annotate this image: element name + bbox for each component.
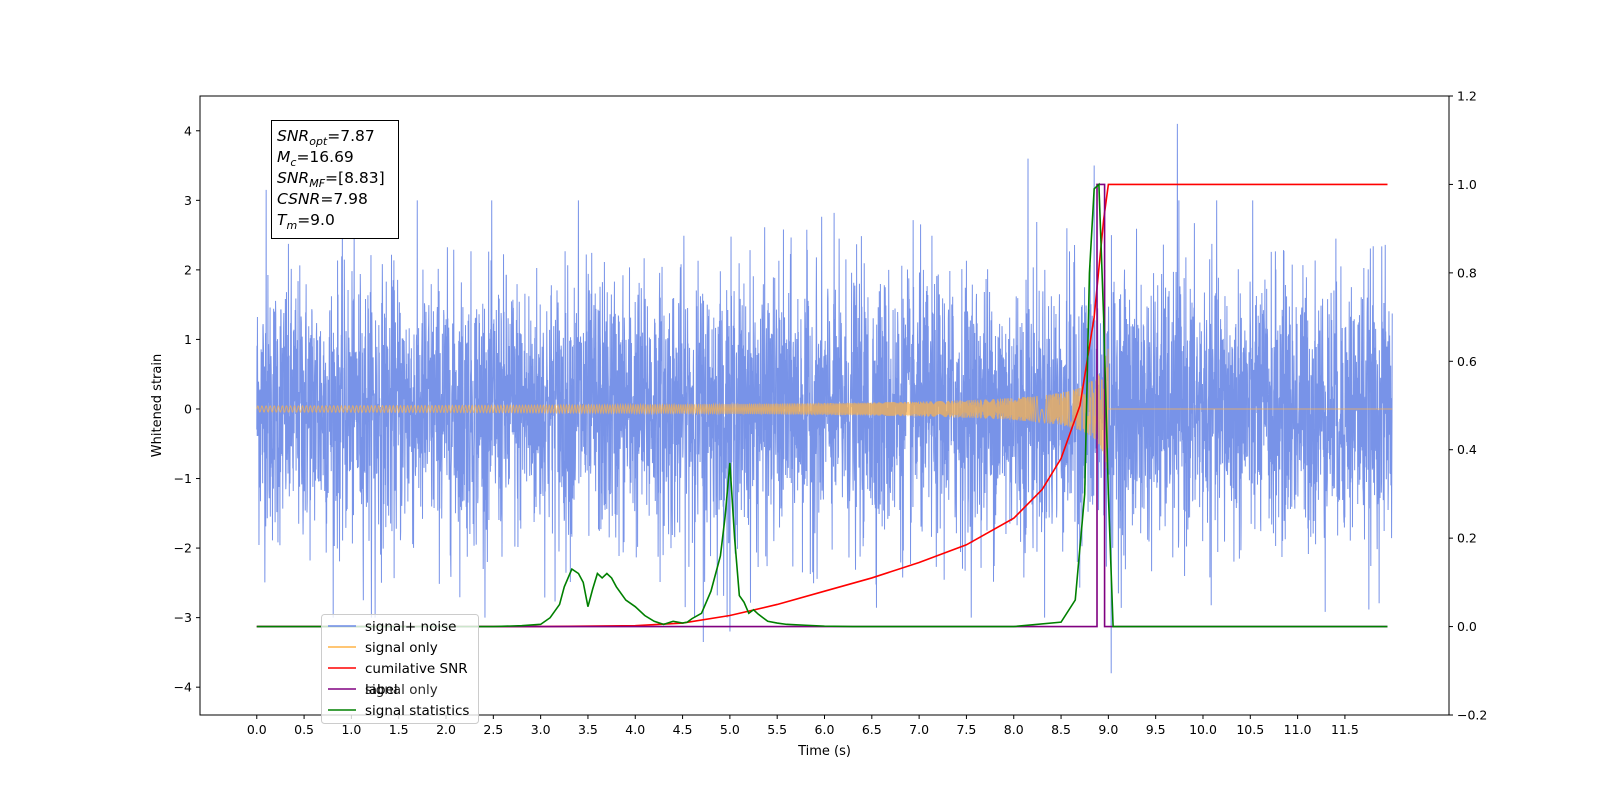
legend-entry-label: label — [365, 682, 398, 698]
annotation-line: Mc=16.69 — [277, 148, 354, 169]
y2-tick-label: −0.2 — [1457, 708, 1487, 723]
legend-entry-label: signal+ noise — [365, 619, 456, 635]
annotation-line: SNRopt=7.87 — [277, 127, 375, 148]
x-tick-label: 10.5 — [1236, 722, 1264, 737]
x-tick-label: 2.0 — [436, 722, 456, 737]
x-tick-label: 8.0 — [1004, 722, 1024, 737]
y2-tick-label: 0.8 — [1457, 265, 1477, 280]
x-tick-label: 2.5 — [483, 722, 503, 737]
y2-tick-label: 0.6 — [1457, 354, 1477, 369]
series-layer — [256, 123, 1393, 674]
y-tick-label: −4 — [174, 680, 192, 695]
x-tick-label: 0.0 — [247, 722, 267, 737]
x-tick-label: 3.5 — [578, 722, 598, 737]
x-tick-label: 6.5 — [862, 722, 882, 737]
series-cumulative-snr — [256, 183, 1388, 628]
legend-entry-label: cumilative SNR — [365, 661, 468, 677]
annotation-line: Tm=9.0 — [277, 211, 335, 232]
y-tick-label: −1 — [174, 471, 192, 486]
x-axis-ticks: 0.0 0.5 1.0 1.5 2.0 2.5 3.0 3.5 4.0 4.5 5.0 5.5 6.0 6… — [247, 715, 1359, 737]
legend-entry-label: signal only — [365, 640, 438, 656]
annotation-box: SNRopt=7.87Mc=16.69SNRMF=[8.83]CSNR=7.98… — [271, 120, 399, 239]
y-axis-ticks: −4 −3 −2 −1 0 1 2 3 4 — [174, 123, 200, 695]
y-tick-label: 1 — [184, 332, 192, 347]
y-tick-label: 3 — [184, 193, 192, 208]
x-tick-label: 4.0 — [625, 722, 645, 737]
y2-axis-ticks: −0.2 0.0 0.2 0.4 0.6 0.8 1.0 1.2 — [1449, 89, 1487, 723]
legend-frame — [321, 614, 479, 724]
x-tick-label: 11.5 — [1331, 722, 1359, 737]
x-tick-label: 3.0 — [531, 722, 551, 737]
y2-tick-label: 1.2 — [1457, 89, 1477, 104]
y-tick-label: −2 — [174, 541, 192, 556]
y2-tick-label: 1.0 — [1457, 177, 1477, 192]
x-tick-label: 11.0 — [1284, 722, 1312, 737]
x-axis-label: Time (s) — [797, 744, 851, 759]
y-tick-label: 0 — [184, 401, 192, 416]
x-tick-label: 8.5 — [1051, 722, 1071, 737]
x-tick-label: 5.0 — [720, 722, 740, 737]
annotation-frame — [271, 120, 399, 239]
y2-tick-label: 0.0 — [1457, 619, 1477, 634]
x-tick-label: 5.5 — [767, 722, 787, 737]
series-signal-statistics — [256, 182, 1388, 628]
legend-entry-label: signal statistics — [365, 703, 469, 719]
x-tick-label: 9.0 — [1098, 722, 1118, 737]
x-tick-label: 1.5 — [389, 722, 409, 737]
x-tick-label: 7.0 — [909, 722, 929, 737]
y-tick-label: 4 — [184, 123, 192, 138]
legend-hidden-label: signal only — [365, 682, 438, 698]
y-tick-label: 2 — [184, 262, 192, 277]
x-tick-label: 10.0 — [1189, 722, 1217, 737]
series-signal-plus-noise — [256, 123, 1393, 674]
plot-area — [256, 123, 1393, 674]
x-tick-label: 7.5 — [956, 722, 976, 737]
x-tick-label: 4.5 — [673, 722, 693, 737]
legend: signal only signal+ noise signal only cumi… — [321, 614, 479, 724]
series-signal-only — [256, 348, 1393, 469]
y-axis-label: Whitened strain — [150, 354, 165, 457]
x-tick-label: 1.0 — [341, 722, 361, 737]
x-tick-label: 9.5 — [1146, 722, 1166, 737]
x-tick-label: 0.5 — [294, 722, 314, 737]
x-tick-label: 6.0 — [815, 722, 835, 737]
y-tick-label: −3 — [174, 610, 192, 625]
annotation-line: CSNR=7.98 — [277, 190, 368, 208]
y2-tick-label: 0.2 — [1457, 531, 1477, 546]
annotation-line: SNRMF=[8.83] — [277, 169, 385, 190]
y2-tick-label: 0.4 — [1457, 442, 1477, 457]
